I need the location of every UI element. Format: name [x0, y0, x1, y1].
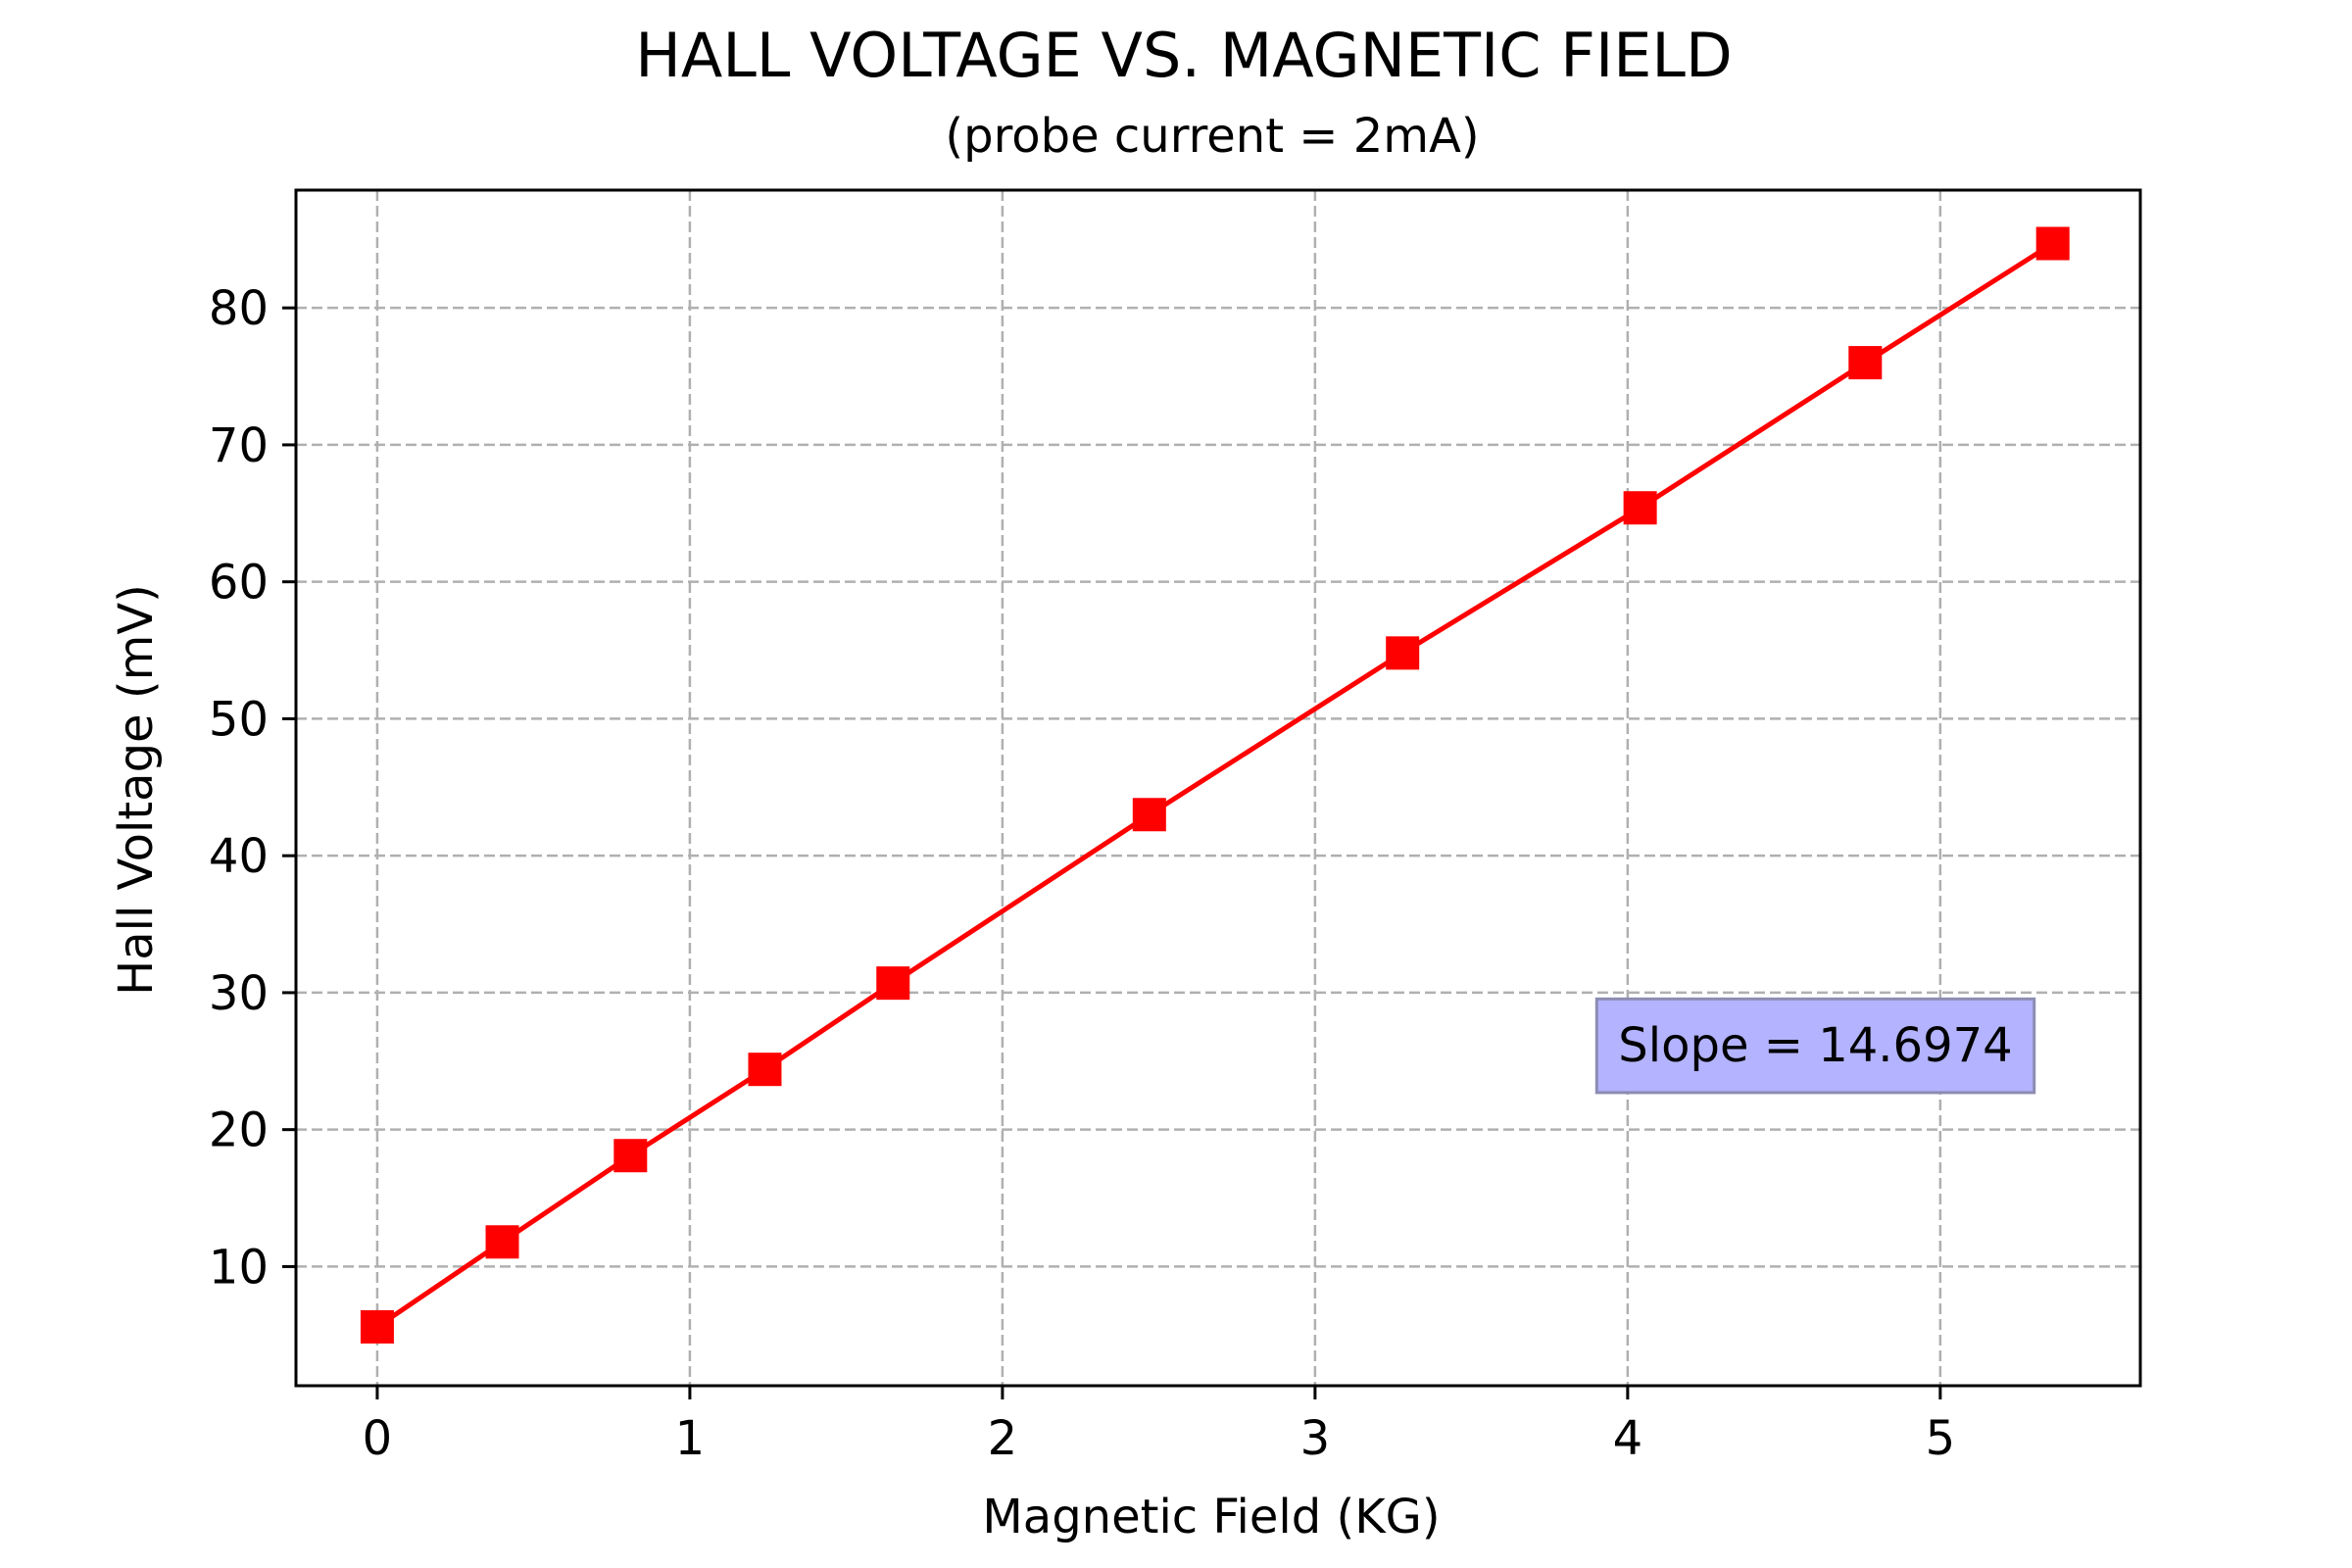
x-tick-label: 1	[675, 1411, 706, 1466]
y-axis-label: Hall Voltage (mV)	[109, 584, 164, 996]
y-tick-label: 70	[209, 418, 269, 473]
y-tick-label: 40	[209, 829, 269, 884]
series	[360, 226, 2070, 1344]
y-tick-label: 60	[209, 556, 269, 611]
data-point-marker	[1132, 798, 1166, 832]
y-tick-label: 20	[209, 1103, 269, 1158]
data-point-marker	[1848, 346, 1883, 380]
x-tick-label: 0	[363, 1411, 393, 1466]
x-tick-label: 5	[1926, 1411, 1956, 1466]
data-point-marker	[1386, 636, 1420, 670]
y-tick-label: 80	[209, 281, 269, 336]
annotation: Slope = 14.6974	[1594, 997, 2036, 1095]
x-tick-label: 2	[988, 1411, 1018, 1466]
data-point-marker	[2035, 226, 2070, 261]
ticks: 0 1 2 3 4 5 10 20 30 40 50 60 70 80	[209, 281, 1955, 1466]
data-point-marker	[613, 1139, 648, 1173]
x-tick-label: 3	[1300, 1411, 1331, 1466]
data-point-marker	[485, 1225, 519, 1259]
data-point-marker	[748, 1053, 782, 1087]
slope-annotation-text: Slope = 14.6974	[1618, 1018, 2012, 1073]
series-line	[375, 241, 2055, 1329]
y-tick-label: 50	[209, 692, 269, 747]
data-point-marker	[360, 1309, 394, 1344]
y-tick-label: 30	[209, 966, 269, 1021]
data-point-marker	[1623, 491, 1657, 525]
plot-frame	[294, 188, 2142, 1388]
chart-subtitle: (probe current = 2mA)	[945, 109, 1479, 164]
x-tick-label: 4	[1613, 1411, 1643, 1466]
slope-annotation-box	[1594, 997, 2036, 1095]
y-tick-label: 10	[209, 1240, 269, 1295]
grid	[296, 190, 2140, 1386]
x-axis-label: Magnetic Field (KG)	[982, 1490, 1440, 1544]
chart-title: HALL VOLTAGE VS. MAGNETIC FIELD	[635, 20, 1732, 91]
data-point-marker	[876, 966, 910, 1001]
